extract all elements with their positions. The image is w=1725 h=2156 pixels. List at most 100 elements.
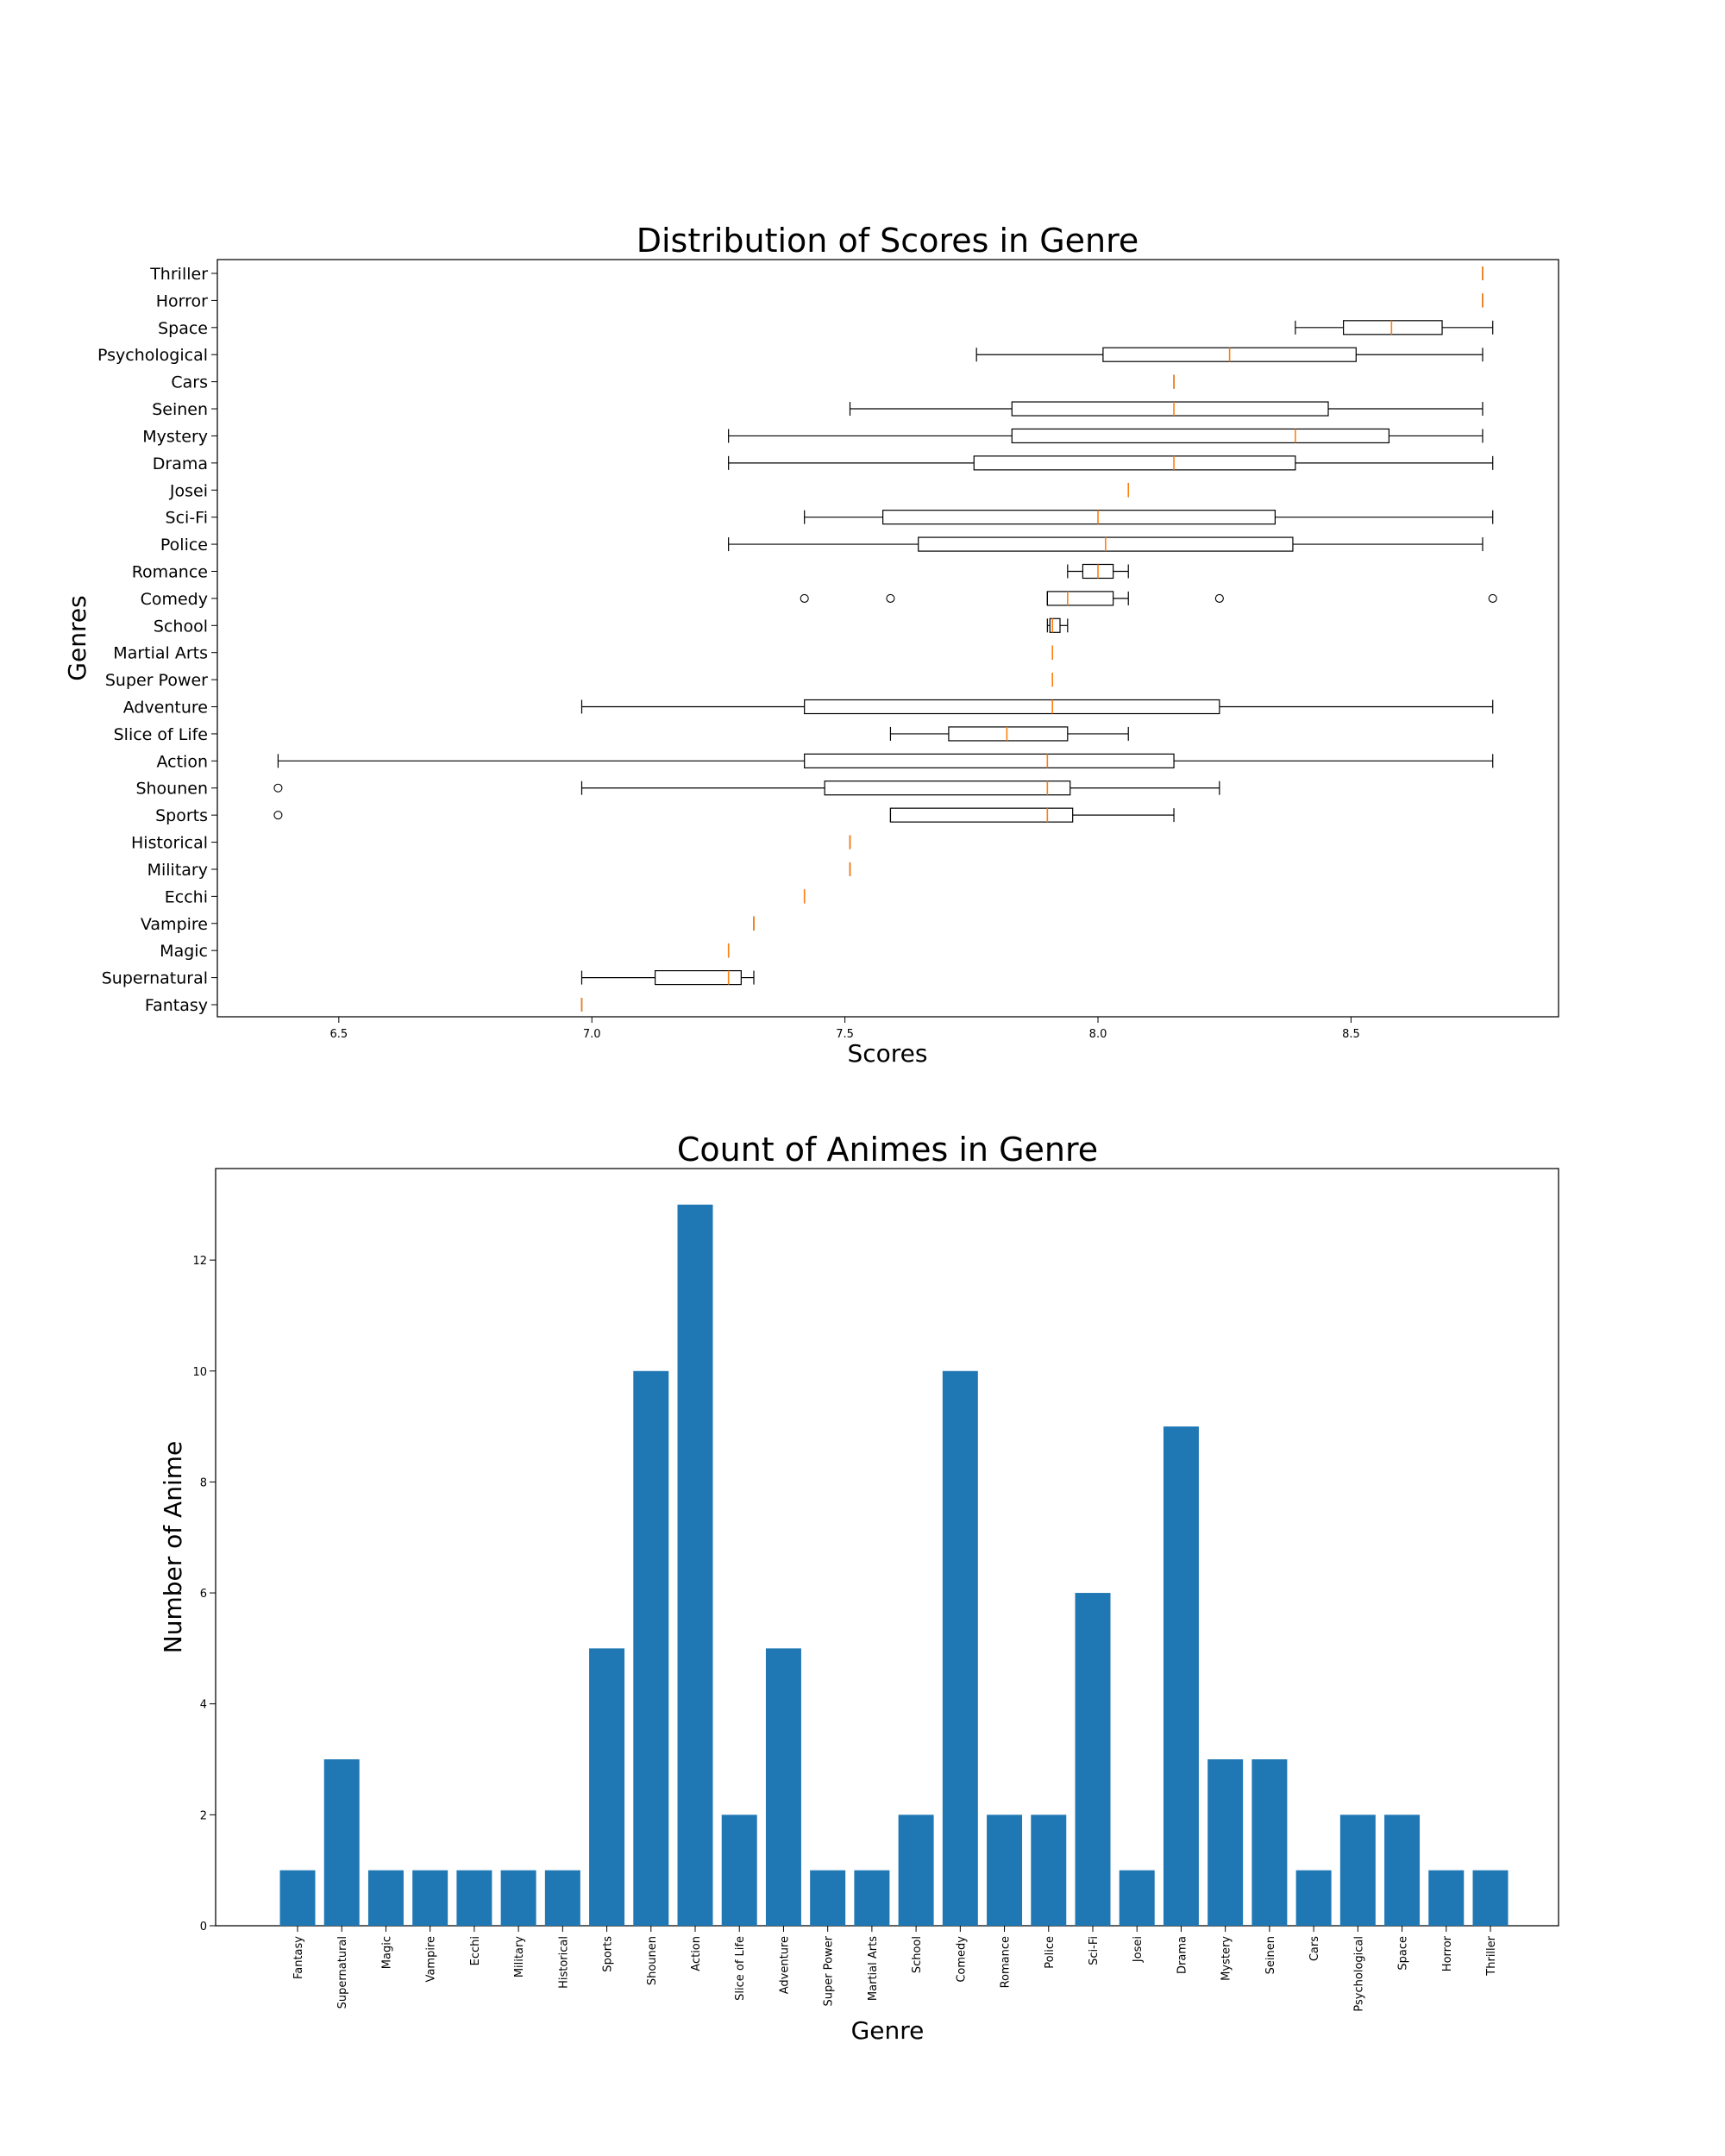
y-tick-label: 10 [192, 1366, 207, 1379]
x-tick-label: Comedy [955, 1936, 968, 1983]
bar-chart-panel: Count of Animes in Genre Fantasy Supernat… [159, 1131, 1559, 2045]
bar-super-power [810, 1870, 846, 1926]
box-romance [1067, 563, 1129, 580]
bar-supernatural [323, 1759, 360, 1926]
bar-thriller [1472, 1870, 1509, 1926]
x-tick-label: Horror [1441, 1935, 1454, 1971]
boxplot-y-axis-label: Genres [63, 595, 91, 680]
box-space [1295, 320, 1494, 335]
y-tick-label: Police [160, 536, 208, 555]
y-tick-label: Ecchi [165, 887, 208, 906]
x-tick-label: Fantasy [292, 1936, 305, 1979]
iqr-box [1011, 428, 1390, 444]
boxplot-x-axis-label: Scores [847, 1039, 927, 1068]
box-adventure [580, 699, 1494, 715]
boxplot-plot-area [216, 259, 1559, 1018]
y-tick-label: 4 [200, 1699, 207, 1712]
y-tick-label: Sports [155, 806, 208, 825]
bar-seinen [1251, 1759, 1288, 1926]
box-seinen [849, 401, 1484, 417]
bar-comedy [942, 1370, 978, 1926]
x-tick-label: Vampire [425, 1936, 438, 1982]
y-tick-label: 6 [200, 1588, 207, 1601]
x-tick-label: Sci-Fi [1088, 1936, 1101, 1965]
box-slice-of-life [889, 726, 1129, 742]
x-tick-label: Drama [1176, 1936, 1189, 1974]
bar-drama [1163, 1426, 1199, 1926]
box-supernatural [580, 969, 755, 986]
outlier-point [886, 593, 895, 603]
x-tick-label: Ecchi [469, 1936, 482, 1965]
y-tick-label: Historical [131, 834, 208, 853]
bar-military [500, 1870, 536, 1926]
box-mystery [728, 428, 1484, 444]
x-tick-label: Mystery [1220, 1936, 1233, 1981]
y-tick-label: Josei [169, 481, 208, 500]
iqr-box [1046, 591, 1114, 606]
y-tick-label: School [154, 617, 208, 636]
bar-mystery [1208, 1759, 1244, 1926]
box-school [1046, 617, 1069, 633]
y-tick-label: Martial Arts [113, 644, 208, 663]
box-drama [728, 455, 1494, 471]
iqr-box [1049, 617, 1061, 633]
bar-police [1031, 1814, 1067, 1926]
bar-josei [1119, 1870, 1155, 1926]
bar-romance [987, 1814, 1023, 1926]
bar-sci-fi [1075, 1593, 1111, 1926]
x-tick-label: Cars [1308, 1936, 1321, 1961]
boxplot-marks [273, 266, 1497, 1012]
x-tick-label: 8.5 [1342, 1028, 1360, 1041]
bar-chart-marks [279, 1204, 1509, 1926]
x-tick-label: 7.0 [583, 1028, 601, 1041]
y-tick-label: Shounen [135, 780, 208, 799]
iqr-box [1011, 401, 1329, 417]
box-psychological [975, 347, 1484, 362]
boxplot-title: Distribution of Scores in Genre [637, 222, 1139, 260]
bar-magic [367, 1870, 404, 1926]
x-tick-label: 8.0 [1089, 1028, 1107, 1041]
y-tick-label: Horror [156, 291, 208, 310]
y-tick-label: 12 [192, 1255, 207, 1268]
bar-ecchi [456, 1870, 492, 1926]
box-comedy [800, 591, 1497, 606]
bar-chart-y-axis-label: Number of Anime [159, 1441, 187, 1653]
y-tick-label: Action [156, 752, 208, 771]
bar-adventure [765, 1648, 801, 1926]
bar-historical [544, 1870, 580, 1926]
y-tick-label: Vampire [141, 915, 208, 934]
y-tick-label: Magic [160, 942, 208, 961]
x-tick-label: Adventure [778, 1936, 791, 1994]
box-police [728, 536, 1484, 552]
y-tick-label: Cars [171, 373, 208, 392]
y-tick-label: Mystery [142, 427, 208, 446]
x-tick-label: Military [513, 1936, 526, 1977]
bar-space [1384, 1814, 1421, 1926]
box-sci-fi [804, 510, 1494, 525]
bar-chart-x-axis-label: Genre [851, 2016, 925, 2045]
bar-horror [1428, 1870, 1465, 1926]
y-tick-label: 2 [200, 1809, 207, 1822]
y-tick-label: Supernatural [102, 969, 208, 988]
iqr-box [1343, 320, 1443, 335]
bar-sports [589, 1648, 625, 1926]
bar-action [677, 1204, 713, 1926]
y-tick-label: Adventure [123, 699, 208, 718]
x-tick-label: Romance [1000, 1936, 1013, 1988]
y-tick-label: Psychological [97, 346, 208, 365]
iqr-box [804, 699, 1220, 715]
y-tick-label: Sci-Fi [166, 509, 208, 528]
y-tick-label: Slice of Life [114, 725, 208, 744]
x-tick-label: Historical [557, 1936, 570, 1989]
x-tick-label: Seinen [1264, 1936, 1277, 1974]
y-tick-label: 8 [200, 1476, 207, 1489]
y-tick-label: Seinen [152, 400, 208, 419]
y-tick-label: 0 [200, 1921, 207, 1934]
bar-fantasy [279, 1870, 316, 1926]
x-tick-label: Psychological [1352, 1936, 1365, 2012]
outlier-point [1488, 593, 1497, 603]
outlier-point [273, 811, 283, 820]
x-tick-label: Supernatural [336, 1936, 349, 2009]
